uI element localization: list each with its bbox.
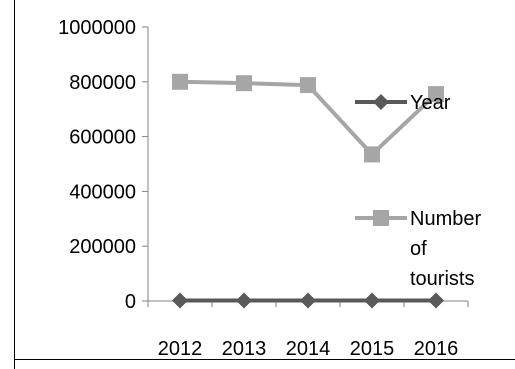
legend-label-line: Number — [410, 208, 481, 230]
data-point-marker — [428, 292, 444, 309]
y-tick-label: 200000 — [69, 236, 136, 258]
y-tick-label: 400000 — [69, 181, 136, 203]
data-point-marker — [172, 73, 188, 90]
y-tick-label: 600000 — [69, 127, 136, 149]
data-point-marker — [428, 86, 444, 103]
data-point-marker — [364, 146, 380, 163]
x-tick-label: 2012 — [158, 338, 203, 360]
data-point-marker — [300, 292, 316, 309]
data-point-marker — [364, 292, 380, 309]
legend-label-number-of-tourists: Number of tourists — [410, 208, 481, 290]
legend-label-line: of — [410, 238, 427, 260]
y-tick-label: 0 — [125, 291, 136, 313]
data-point-marker — [300, 77, 316, 94]
legend-marker-square — [373, 210, 389, 226]
y-tick-label: 800000 — [69, 72, 136, 94]
x-tick-label: 2013 — [222, 338, 267, 360]
data-point-marker — [236, 75, 252, 92]
legend-marker-diamond — [373, 94, 389, 110]
y-tick-label: 1000000 — [58, 17, 136, 39]
x-tick-label: 2014 — [286, 338, 331, 360]
x-tick-label: 2016 — [414, 338, 459, 360]
data-point-marker — [236, 292, 252, 309]
legend-label-year: Year — [410, 92, 451, 114]
data-point-marker — [172, 292, 188, 309]
x-tick-label: 2015 — [350, 338, 395, 360]
legend-label-line: tourists — [410, 268, 474, 290]
